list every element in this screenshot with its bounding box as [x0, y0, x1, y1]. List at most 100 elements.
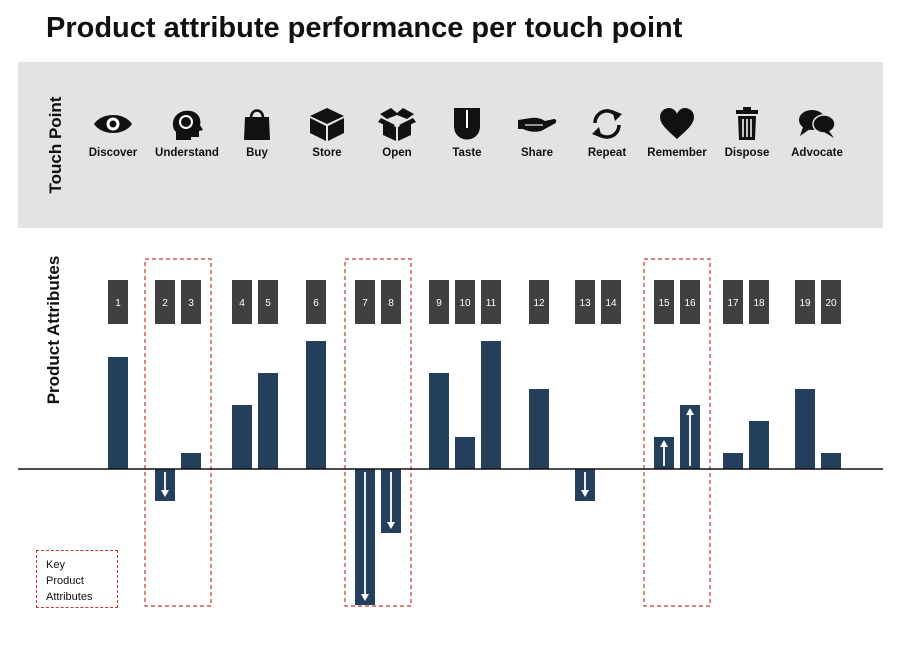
bar — [795, 389, 815, 469]
attribute-number: 2 — [162, 298, 168, 309]
attribute-number: 10 — [459, 298, 471, 309]
attribute-label-box — [429, 280, 449, 324]
bar — [232, 405, 252, 469]
attribute-label-box — [155, 280, 175, 324]
touch-point-label: Dispose — [724, 147, 770, 159]
up-arrow-head — [686, 408, 694, 415]
bar — [181, 453, 201, 469]
touch-point-advocate: Advocate — [777, 106, 857, 159]
bar — [455, 437, 475, 469]
touch-point-label: Remember — [647, 147, 707, 159]
down-arrow-head — [387, 522, 395, 529]
attribute-label-box — [258, 280, 278, 324]
attribute-number: 20 — [825, 298, 837, 309]
attribute-label-box — [355, 280, 375, 324]
attribute-number: 16 — [684, 298, 696, 309]
attribute-label-box — [232, 280, 252, 324]
speech-bubbles-icon — [799, 110, 836, 138]
attribute-label-box — [529, 280, 549, 324]
touch-point-label: Repeat — [587, 147, 627, 159]
attribute-label-box — [601, 280, 621, 324]
bar — [429, 373, 449, 469]
key-attribute-frame — [643, 258, 711, 607]
attribute-number: 3 — [188, 298, 194, 309]
attribute-label-box — [381, 280, 401, 324]
bar — [723, 453, 743, 469]
touch-point-store: Store — [287, 106, 367, 159]
touch-point-buy: Buy — [217, 106, 297, 159]
tongue-icon — [454, 108, 480, 140]
attribute-number: 8 — [388, 298, 394, 309]
attribute-label-box — [181, 280, 201, 324]
attribute-number: 13 — [579, 298, 591, 309]
key-legend: Key Product Attributes — [36, 550, 118, 608]
attribute-number: 14 — [605, 298, 617, 309]
attribute-label-box — [575, 280, 595, 324]
touch-point-label: Understand — [155, 147, 219, 159]
attribute-number: 7 — [362, 298, 368, 309]
attribute-label-box — [108, 280, 128, 324]
page-title: Product attribute performance per touch … — [46, 12, 683, 44]
key-attribute-frame — [344, 258, 412, 607]
attribute-label-box — [749, 280, 769, 324]
touch-point-band — [18, 62, 883, 228]
attribute-label-box — [306, 280, 326, 324]
key-legend-text: Key Product Attributes — [46, 559, 93, 603]
down-arrow-head — [361, 594, 369, 601]
attribute-label-box — [455, 280, 475, 324]
attribute-label-box — [821, 280, 841, 324]
up-arrow-head — [660, 440, 668, 447]
attribute-label-box — [654, 280, 674, 324]
attribute-number: 5 — [265, 298, 271, 309]
attribute-number: 11 — [486, 298, 497, 309]
touch-point-label: Open — [382, 147, 412, 159]
eye-icon — [94, 115, 132, 133]
touch-point-open: Open — [357, 106, 437, 159]
touch-point-share: Share — [497, 106, 577, 159]
open-box-icon — [378, 108, 416, 141]
box-icon — [310, 108, 344, 141]
touch-point-dispose: Dispose — [707, 106, 787, 159]
touch-point-repeat: Repeat — [567, 106, 647, 159]
touch-point-label: Discover — [88, 147, 138, 159]
touch-point-label: Buy — [246, 147, 268, 159]
attribute-number: 9 — [436, 298, 442, 309]
attribute-label-box — [481, 280, 501, 324]
shopping-bag-icon — [244, 109, 270, 140]
bar — [306, 341, 326, 469]
attribute-number: 4 — [239, 298, 245, 309]
repeat-icon — [592, 109, 622, 139]
attribute-number: 12 — [533, 298, 545, 309]
attribute-label-box — [723, 280, 743, 324]
attribute-label-box — [680, 280, 700, 324]
bar — [108, 357, 128, 469]
touch-point-taste: Taste — [427, 106, 507, 159]
touch-point-label: Taste — [452, 147, 482, 159]
attribute-number: 15 — [658, 298, 670, 309]
bar — [258, 373, 278, 469]
attribute-number: 6 — [313, 298, 319, 309]
bar — [749, 421, 769, 469]
open-hand-icon — [518, 117, 557, 132]
touch-point-label: Advocate — [791, 147, 843, 159]
attribute-number: 17 — [727, 298, 739, 309]
touch-point-discover: Discover — [73, 106, 153, 159]
head-icon — [172, 110, 203, 140]
bar — [529, 389, 549, 469]
heart-icon — [660, 108, 694, 139]
trash-icon — [736, 107, 758, 140]
key-attribute-frame — [144, 258, 212, 607]
bar — [481, 341, 501, 469]
touch-point-remember: Remember — [637, 106, 717, 159]
touch-point-label: Store — [312, 147, 342, 159]
attribute-label-box — [795, 280, 815, 324]
touch-point-label: Share — [521, 147, 553, 159]
touch-point-understand: Understand — [147, 106, 227, 159]
attribute-number: 18 — [753, 298, 765, 309]
bar — [821, 453, 841, 469]
down-arrow-head — [581, 490, 589, 497]
attribute-number: 19 — [799, 298, 811, 309]
down-arrow-head — [161, 490, 169, 497]
attribute-number: 1 — [115, 298, 121, 309]
